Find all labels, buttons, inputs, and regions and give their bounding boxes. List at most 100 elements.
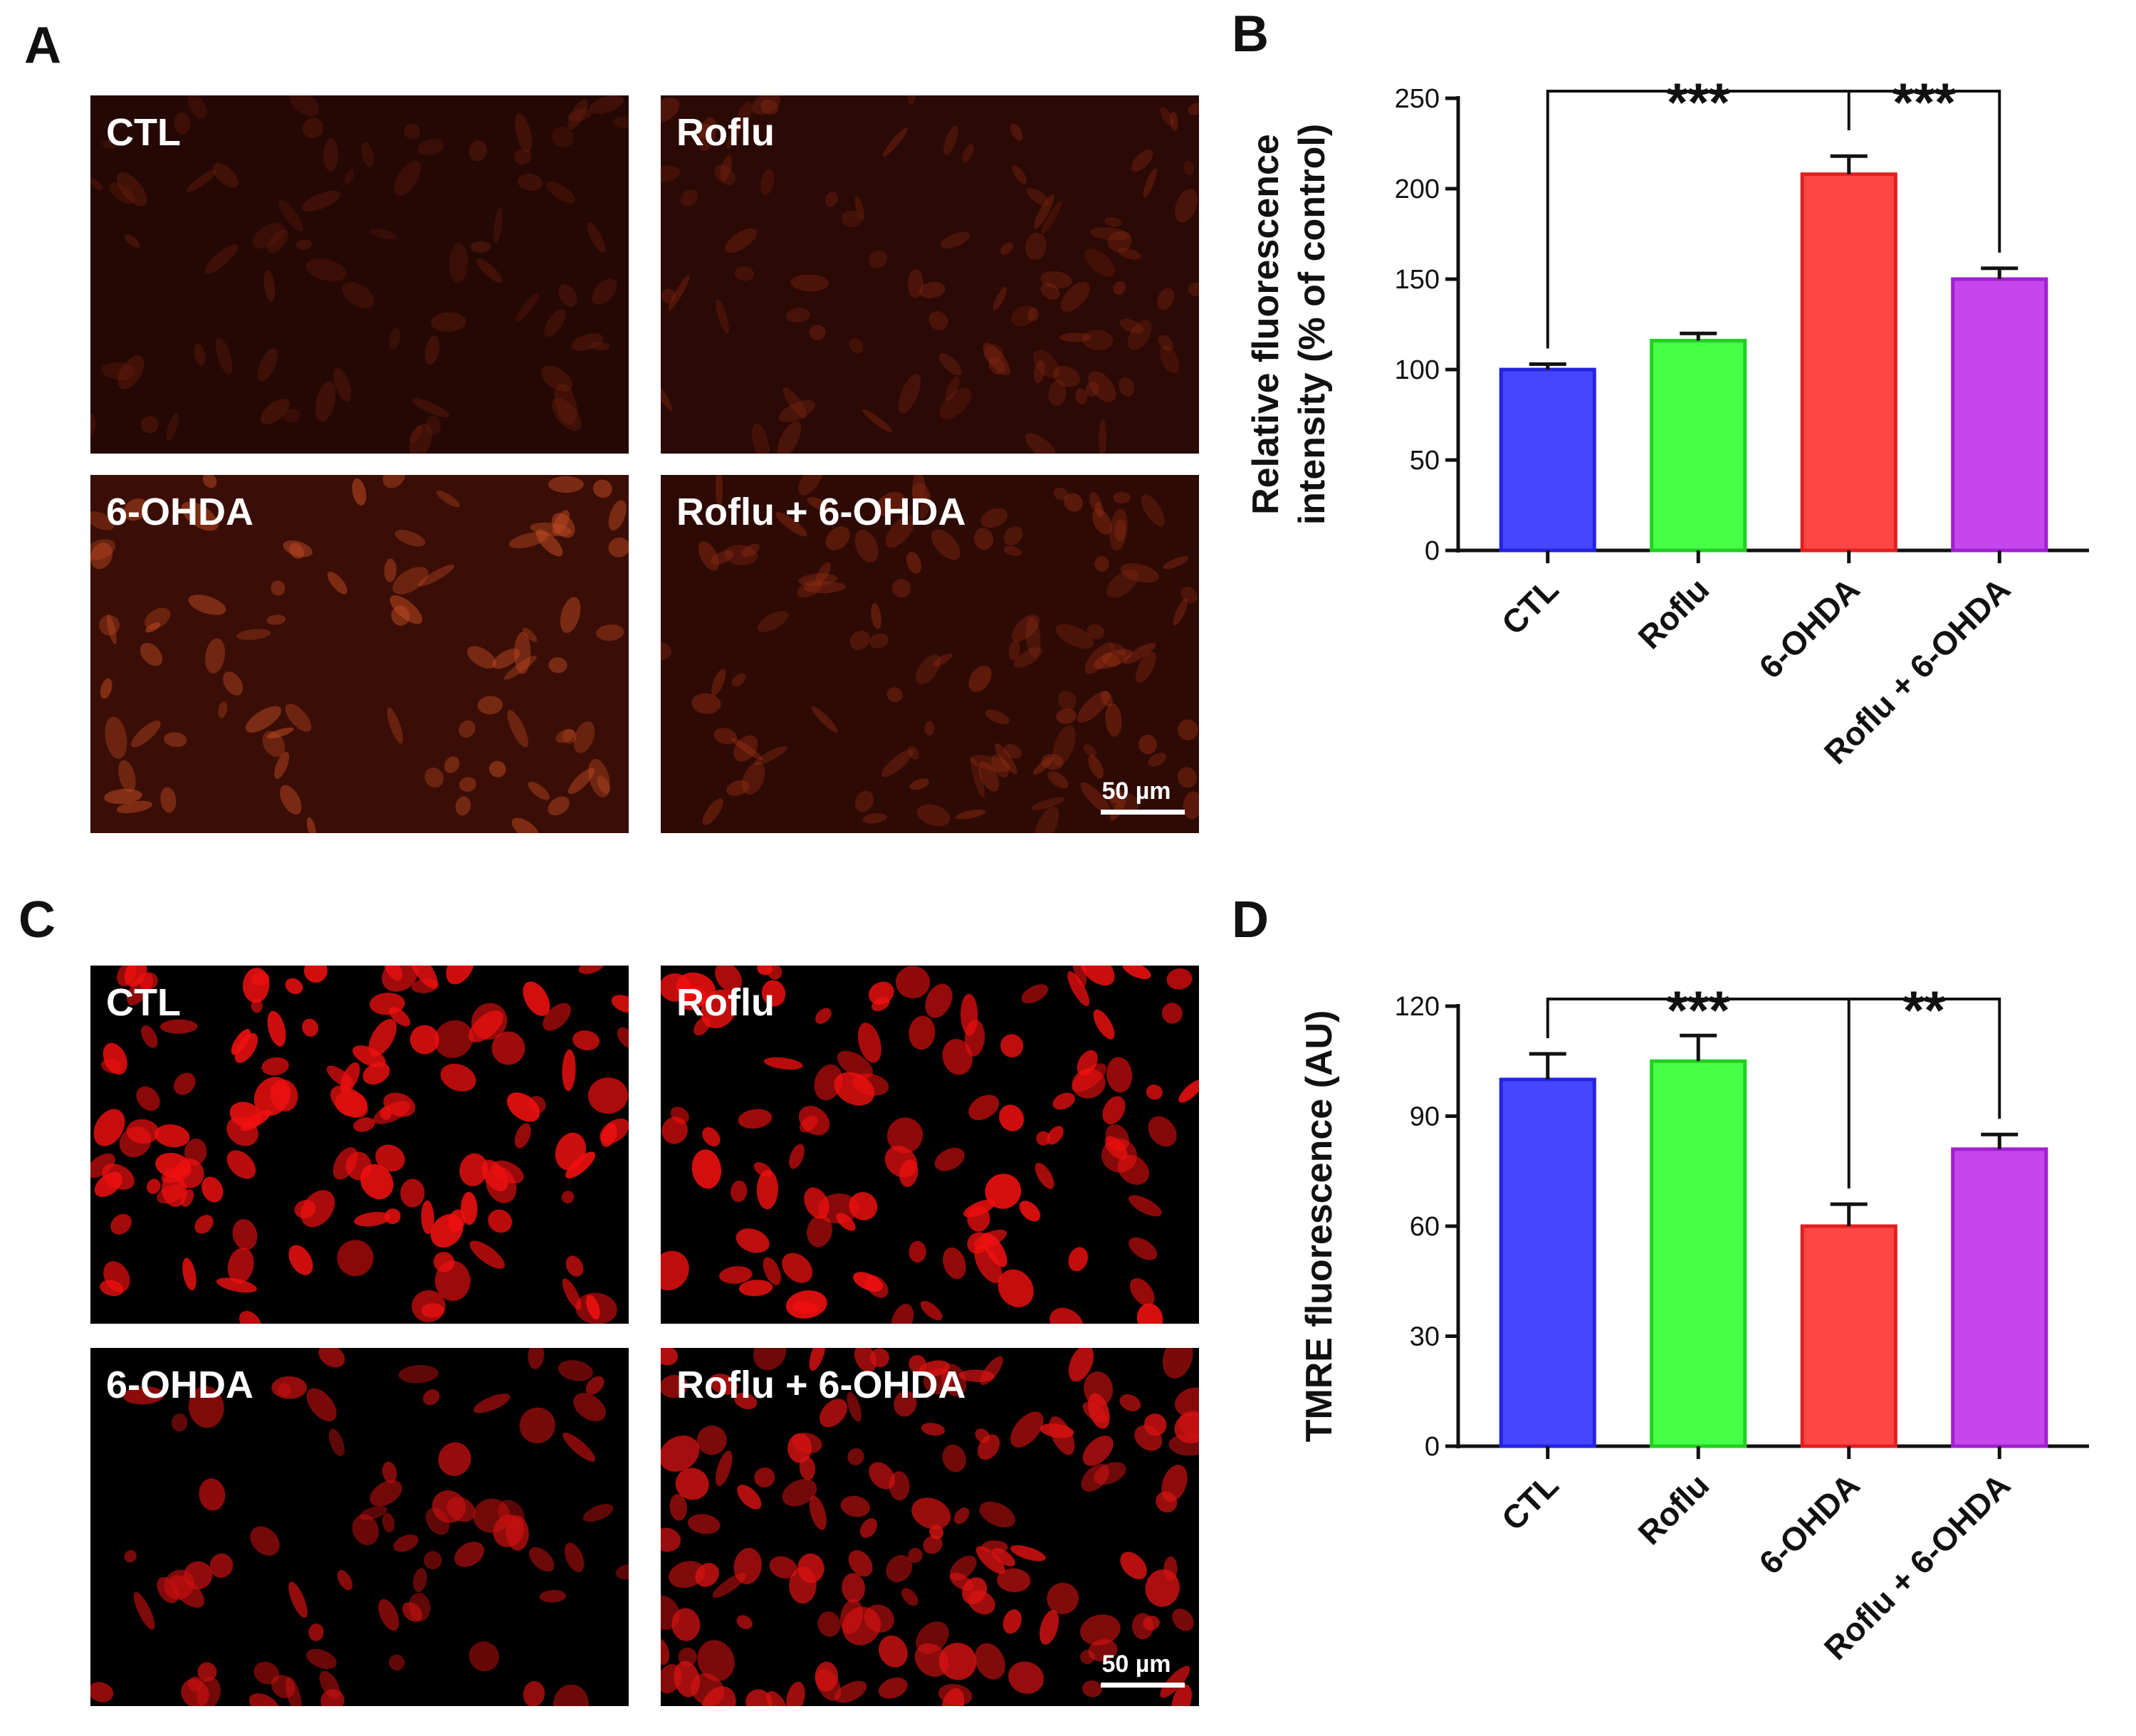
- cell: [661, 1527, 681, 1552]
- cell: [100, 1059, 122, 1074]
- cell: [492, 648, 520, 669]
- cell: [308, 1623, 324, 1641]
- cell: [182, 1257, 197, 1291]
- cell: [1031, 797, 1065, 810]
- cell: [862, 813, 887, 824]
- cell: [1157, 288, 1175, 310]
- cell: [668, 275, 690, 311]
- x-tick-label: 6-OHDA: [1752, 1466, 1866, 1581]
- cell: [911, 1497, 951, 1530]
- cell: [468, 140, 487, 162]
- cells: [661, 475, 1199, 833]
- cell: [920, 1300, 943, 1321]
- cell: [260, 399, 290, 424]
- cell: [369, 993, 405, 1015]
- cell: [342, 281, 375, 308]
- cell: [988, 357, 1005, 375]
- cell: [1003, 545, 1022, 556]
- cell: [807, 496, 828, 511]
- cell: [661, 1117, 688, 1144]
- cell: [418, 564, 455, 587]
- cell: [227, 1248, 254, 1284]
- cell: [766, 1690, 787, 1706]
- cell: [159, 1019, 198, 1034]
- cell: [333, 368, 352, 402]
- cell: [253, 1661, 280, 1685]
- cell: [924, 721, 935, 736]
- cell: [288, 1581, 308, 1619]
- cell: [455, 796, 471, 816]
- cell: [698, 541, 719, 571]
- error-bar: [1981, 1132, 2019, 1149]
- cell: [587, 221, 606, 253]
- cell: [398, 1365, 439, 1384]
- cells: [90, 475, 629, 833]
- cell: [506, 1092, 540, 1122]
- cell: [716, 475, 723, 508]
- cell: [711, 550, 734, 565]
- cell: [1093, 1009, 1115, 1040]
- cell: [939, 387, 972, 420]
- cell: [1161, 1465, 1188, 1502]
- cell: [763, 1057, 803, 1070]
- x-tick-label: Roflu: [1630, 1466, 1716, 1552]
- cell: [1131, 150, 1153, 172]
- cell: [1085, 381, 1099, 397]
- cell: [508, 532, 548, 549]
- cell: [934, 1148, 965, 1171]
- cell: [267, 1010, 286, 1047]
- cell: [751, 95, 780, 115]
- cell: [1119, 1394, 1141, 1412]
- cell: [1188, 103, 1199, 115]
- cell: [1161, 1003, 1183, 1024]
- cell: [742, 762, 765, 795]
- cell: [400, 1178, 425, 1208]
- cell: [271, 580, 286, 596]
- cell: [1083, 744, 1096, 757]
- cell: [931, 529, 960, 560]
- cell: [970, 757, 985, 798]
- cell: [601, 1123, 617, 1147]
- cell: [301, 190, 340, 211]
- cell: [1079, 1614, 1121, 1646]
- cell: [608, 537, 629, 558]
- cell: [218, 701, 228, 718]
- cell: [136, 1086, 160, 1111]
- cell: [914, 1643, 949, 1677]
- cell: [476, 258, 503, 283]
- cell: [1158, 335, 1174, 352]
- y-axis-label: intensity (% of control): [1292, 124, 1333, 525]
- cell: [1171, 1684, 1192, 1706]
- cell: [597, 775, 610, 794]
- cell: [551, 513, 575, 538]
- cell: [337, 1569, 352, 1591]
- cell: [216, 1277, 257, 1293]
- cell: [1105, 1124, 1129, 1152]
- cell: [955, 809, 986, 820]
- cell: [698, 117, 717, 152]
- cell: [239, 1310, 262, 1324]
- cell: [1000, 242, 1013, 255]
- cell: [847, 1448, 864, 1465]
- cell: [1188, 282, 1199, 297]
- cells: [661, 966, 1199, 1324]
- cell: [979, 1501, 1015, 1528]
- cell: [543, 1003, 571, 1031]
- cell: [327, 571, 347, 595]
- cell: [745, 1689, 773, 1706]
- cell: [925, 983, 953, 1018]
- image-label: 6-OHDA: [106, 1364, 253, 1406]
- scale-bar-label: 50 µm: [1101, 778, 1171, 805]
- cell: [909, 1240, 926, 1263]
- cell: [421, 1303, 444, 1318]
- cell: [869, 250, 888, 268]
- cell: [382, 1461, 397, 1483]
- cell: [968, 1094, 1000, 1121]
- cell: [212, 162, 239, 188]
- cell: [295, 239, 313, 250]
- cell: [803, 581, 846, 594]
- cell: [102, 140, 119, 149]
- cell: [436, 490, 460, 508]
